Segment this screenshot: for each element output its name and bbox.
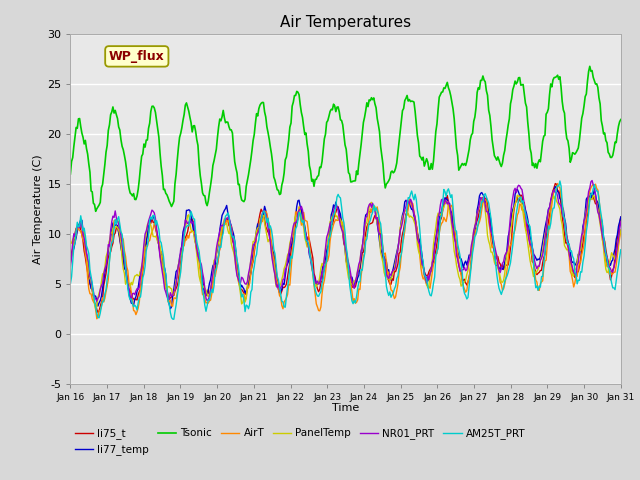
- Tsonic: [568, 156, 575, 162]
- li75_t: [300, 218, 307, 224]
- li77_temp: [239, 284, 246, 290]
- PanelTemp: [402, 208, 410, 214]
- Tsonic: [402, 96, 410, 101]
- AirT: [67, 260, 74, 265]
- li75_t: [402, 212, 410, 217]
- li75_t: [552, 180, 559, 186]
- AM25T_PRT: [300, 217, 307, 223]
- PanelTemp: [617, 227, 625, 233]
- Tsonic: [92, 208, 99, 214]
- Line: NR01_PRT: NR01_PRT: [70, 180, 621, 301]
- AirT: [554, 180, 561, 186]
- AM25T_PRT: [170, 316, 178, 322]
- li75_t: [67, 256, 74, 262]
- NR01_PRT: [67, 264, 74, 269]
- AirT: [617, 228, 625, 233]
- NR01_PRT: [617, 219, 625, 225]
- Title: Air Temperatures: Air Temperatures: [280, 15, 411, 30]
- AM25T_PRT: [617, 247, 625, 252]
- AM25T_PRT: [376, 218, 383, 224]
- Tsonic: [239, 198, 246, 204]
- Tsonic: [376, 129, 383, 134]
- li77_temp: [569, 260, 577, 265]
- PanelTemp: [92, 306, 99, 312]
- AirT: [569, 277, 577, 283]
- Line: AM25T_PRT: AM25T_PRT: [70, 181, 621, 319]
- li77_temp: [402, 197, 410, 203]
- Tsonic: [617, 117, 625, 122]
- Y-axis label: Air Temperature (C): Air Temperature (C): [33, 154, 43, 264]
- AirT: [472, 227, 480, 232]
- Tsonic: [472, 105, 480, 111]
- li75_t: [617, 215, 625, 220]
- Line: AirT: AirT: [70, 183, 621, 319]
- PanelTemp: [239, 300, 246, 306]
- Tsonic: [67, 171, 74, 177]
- li75_t: [94, 310, 102, 315]
- li77_temp: [166, 306, 174, 312]
- AirT: [376, 221, 383, 227]
- Line: li77_temp: li77_temp: [70, 187, 621, 309]
- li77_temp: [472, 219, 480, 225]
- X-axis label: Time: Time: [332, 403, 359, 413]
- li77_temp: [300, 222, 307, 228]
- AM25T_PRT: [472, 232, 480, 238]
- NR01_PRT: [472, 219, 480, 225]
- AirT: [239, 291, 246, 297]
- PanelTemp: [376, 232, 383, 238]
- Line: li75_t: li75_t: [70, 183, 621, 312]
- PanelTemp: [472, 215, 480, 221]
- AM25T_PRT: [569, 253, 577, 259]
- AirT: [402, 213, 410, 219]
- NR01_PRT: [568, 261, 575, 267]
- Line: PanelTemp: PanelTemp: [70, 195, 621, 309]
- Legend: li75_t, li77_temp, Tsonic, AirT, PanelTemp, NR01_PRT, AM25T_PRT: li75_t, li77_temp, Tsonic, AirT, PanelTe…: [70, 424, 530, 460]
- Line: Tsonic: Tsonic: [70, 66, 621, 211]
- li75_t: [569, 268, 577, 274]
- Text: WP_flux: WP_flux: [109, 50, 164, 63]
- li77_temp: [552, 184, 559, 190]
- AM25T_PRT: [67, 281, 74, 287]
- li75_t: [239, 288, 246, 294]
- AM25T_PRT: [556, 178, 564, 184]
- AM25T_PRT: [239, 291, 246, 297]
- NR01_PRT: [127, 299, 135, 304]
- NR01_PRT: [402, 204, 410, 210]
- NR01_PRT: [239, 276, 246, 281]
- Tsonic: [300, 124, 307, 130]
- PanelTemp: [549, 192, 557, 198]
- PanelTemp: [569, 272, 577, 278]
- NR01_PRT: [300, 216, 307, 222]
- NR01_PRT: [588, 178, 596, 183]
- PanelTemp: [300, 225, 307, 230]
- AirT: [93, 316, 100, 322]
- NR01_PRT: [376, 231, 383, 237]
- AirT: [300, 209, 307, 215]
- li75_t: [376, 230, 383, 236]
- li77_temp: [617, 214, 625, 220]
- li77_temp: [67, 258, 74, 264]
- li77_temp: [376, 238, 383, 244]
- li75_t: [472, 221, 480, 227]
- AM25T_PRT: [402, 218, 410, 224]
- Tsonic: [586, 63, 594, 69]
- PanelTemp: [67, 239, 74, 245]
